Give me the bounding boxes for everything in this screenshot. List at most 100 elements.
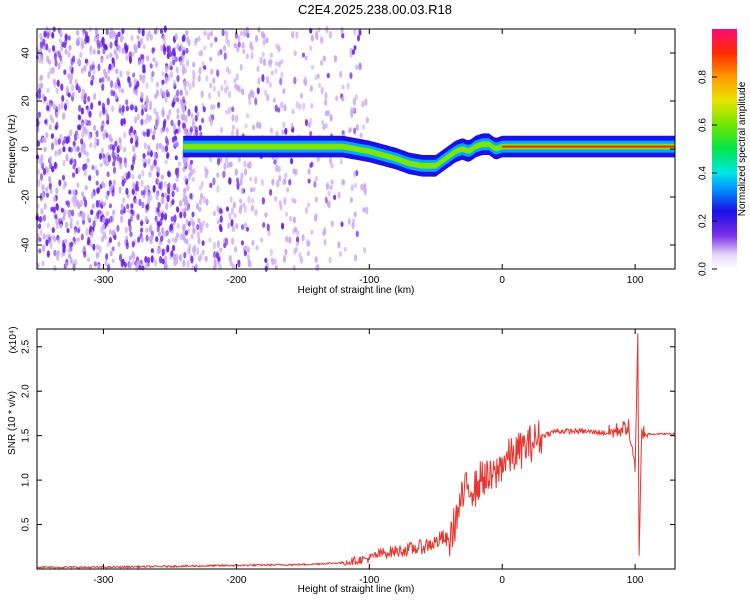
spectrogram-point [201,249,205,255]
spectrogram-point [64,48,68,55]
spectrogram-point [227,90,232,98]
spectrogram-point [205,198,209,206]
spectrogram-point [220,84,224,92]
spectrogram-point [104,71,108,78]
y-tick-label: 2.0 [21,384,32,398]
spectrogram-point [317,26,321,33]
colorbar-tick-label: 0.8 [698,70,709,84]
spectrogram-point [209,118,214,127]
spectrogram-point [362,246,367,254]
spectrogram-point [355,123,360,131]
spectrogram-point [91,74,95,81]
spectrogram-point [149,239,153,245]
spectrogram-point [356,34,361,42]
spectrogram-point [46,222,50,229]
spectrogram-point [46,87,50,94]
spectrogram-point [106,264,111,273]
spectrogram-point [68,189,72,195]
spectrogram-point [114,140,118,147]
spectrogram-point [281,129,285,135]
spectrogram-point [310,34,314,42]
spectrogram-point [76,228,81,234]
spectrogram-point [142,64,146,70]
spectrogram-point [333,55,338,63]
spectrogram-point [57,148,61,156]
spectrogram-point [64,238,68,244]
spectrogram-point [284,172,288,179]
spectrogram-point [186,260,190,269]
spectrogram-point [183,160,187,168]
spectrogram-point [176,97,180,103]
spectrogram-point [309,45,313,51]
spectrogram-point [60,252,64,258]
spectrogram-point [187,247,191,255]
spectrogram-point [145,234,149,242]
spectrogram-point [170,119,174,127]
spectrogram-point [123,261,127,268]
spectrogram-point [241,88,245,96]
spectrogram-point [277,46,281,53]
spectrogram-y-label: Frequency (Hz) [7,115,18,184]
spectrogram-point [206,32,211,41]
spectrogram-point [108,203,113,209]
spectrogram-point [216,157,221,166]
spectrogram-point [69,146,73,153]
spectrogram-point [168,109,172,116]
spectrogram-point [63,180,67,187]
spectrogram-point [71,172,76,178]
spectrogram-point [123,171,128,177]
spectrogram-point [236,46,240,53]
spectrogram-point [102,223,106,231]
spectrogram-point [152,129,156,136]
spectrogram-point [178,255,182,261]
spectrogram-point [246,254,251,261]
spectrogram-point [338,251,343,257]
spectrogram-point [110,89,114,97]
spectrogram-point [91,164,95,171]
spectrogram-point [121,47,125,55]
spectrogram-point [150,164,154,172]
snr-series-line [36,333,676,570]
spectrogram-point [191,118,195,125]
spectrogram-point [123,239,127,245]
spectrogram-point [167,238,171,244]
spectrogram-point [92,220,96,228]
spectrogram-point [208,237,212,243]
spectrogram-point [164,95,168,103]
spectrogram-point [95,169,99,176]
spectrogram-point [260,178,264,187]
spectrogram-point [40,208,44,215]
spectrogram-point [43,96,47,102]
spectrogram-point [195,202,200,210]
spectrogram-point [81,121,85,129]
spectrogram-point [121,88,125,94]
spectrogram-point [282,88,286,94]
spectrogram-point [178,200,182,207]
spectrogram-point [276,179,280,188]
spectrogram-point [109,52,113,58]
spectrogram-point [143,142,147,150]
spectrogram-point [346,82,350,90]
spectrogram-point [219,215,223,223]
spectrogram-point [72,141,76,147]
spectrogram-point [52,78,56,85]
spectrogram-point [164,229,168,238]
spectrogram-point [119,35,123,43]
snr-frame [36,328,676,570]
x-tick-label: 0 [499,275,505,286]
spectrogram-point [111,258,115,264]
spectrogram-point [189,192,193,200]
spectrogram-point [223,87,228,94]
spectrogram-point [295,100,299,109]
spectrogram-point [69,217,73,223]
spectrogram-point [89,242,93,248]
spectrogram-point [268,81,272,88]
spectrogram-point [65,86,70,94]
spectrogram-point [108,133,112,142]
spectrogram-point [77,58,82,66]
spectrogram-point [254,176,258,185]
spectrogram-point [109,143,113,150]
spectrogram-point [155,236,159,243]
spectrogram-point [235,128,239,137]
spectrogram-point [39,158,43,167]
